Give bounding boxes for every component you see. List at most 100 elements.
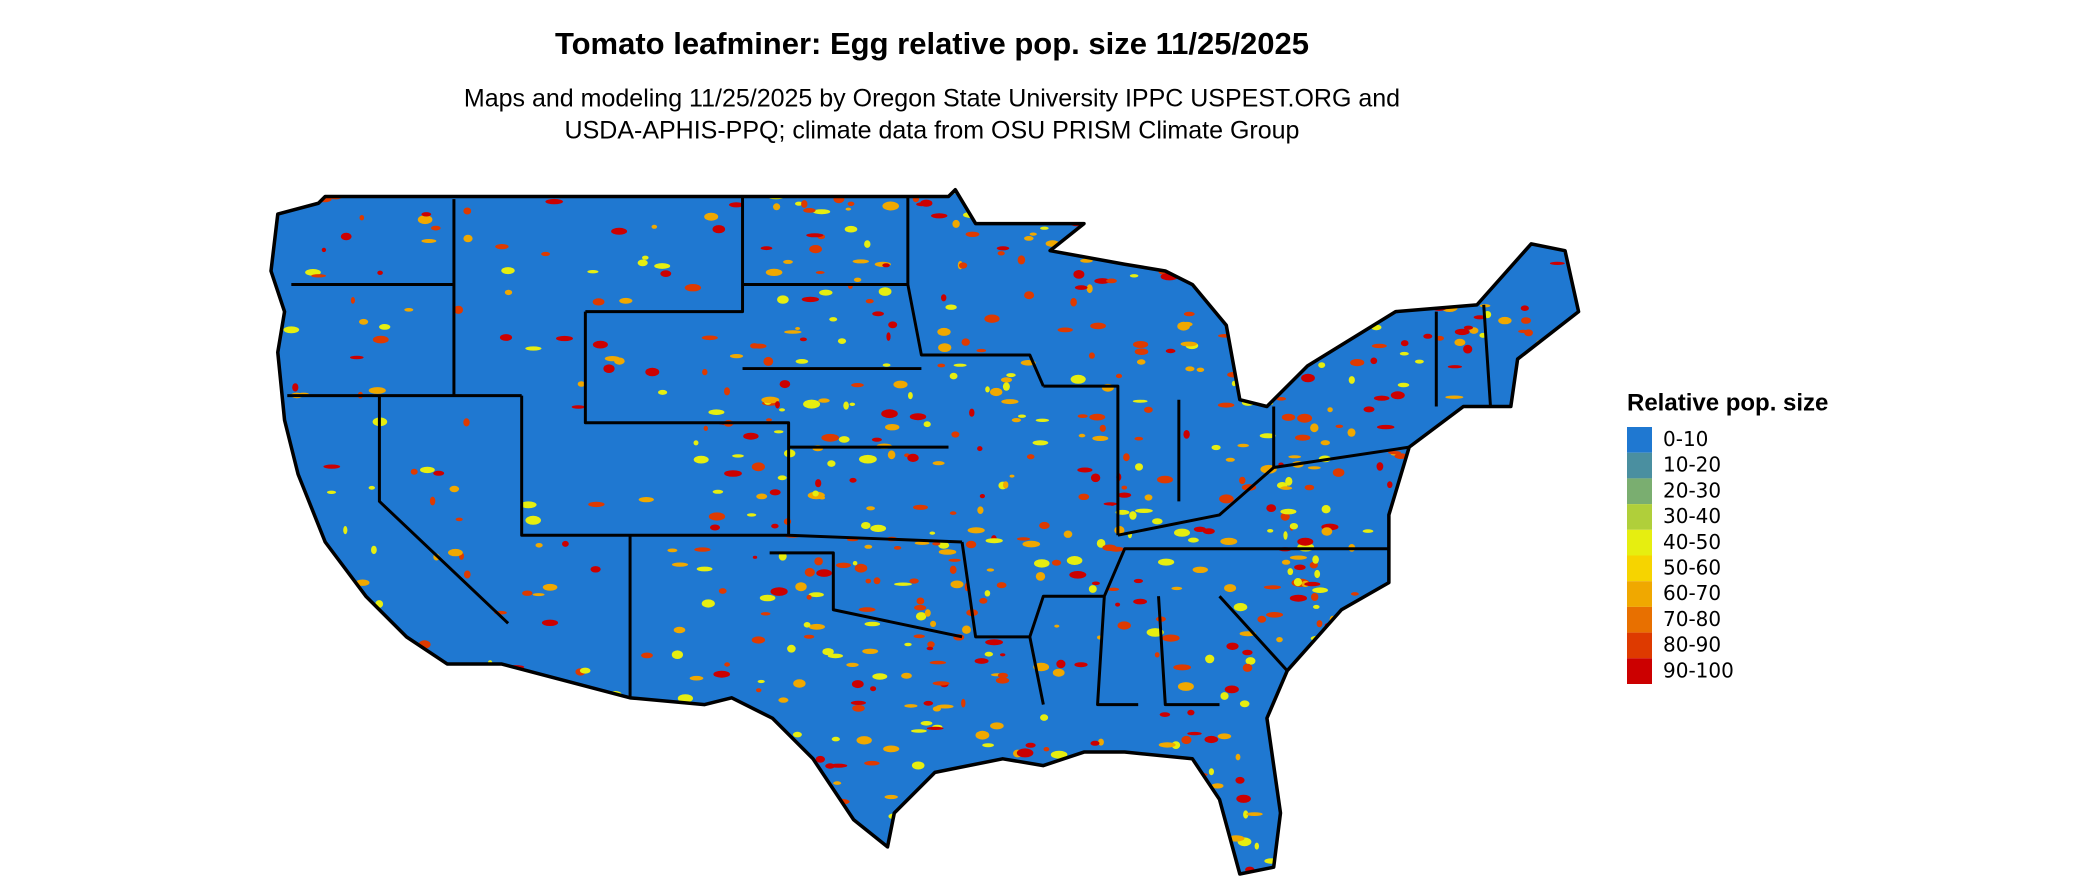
hotspot <box>1313 604 1320 609</box>
hotspot <box>1577 600 1579 605</box>
hotspot <box>861 522 871 529</box>
hotspot <box>323 464 341 469</box>
hotspot <box>1156 769 1172 774</box>
hotspot <box>1168 883 1174 887</box>
hotspot <box>1070 297 1077 307</box>
hotspot <box>361 762 378 769</box>
hotspot <box>537 824 555 830</box>
hotspot <box>613 758 619 764</box>
hotspot <box>1280 508 1297 515</box>
hotspot <box>864 621 881 627</box>
hotspot <box>1545 573 1553 577</box>
hotspot <box>743 432 759 440</box>
hotspot <box>1402 737 1411 746</box>
hotspot <box>1207 295 1224 301</box>
hotspot <box>1123 453 1130 462</box>
hotspot <box>837 338 847 344</box>
hotspot <box>1393 850 1410 856</box>
hotspot <box>1180 341 1198 347</box>
hotspot <box>893 380 908 389</box>
hotspot <box>1407 559 1417 565</box>
hotspot <box>1453 831 1462 838</box>
hotspot <box>847 201 855 206</box>
hotspot <box>1109 502 1115 506</box>
hotspot <box>1370 357 1378 365</box>
hotspot <box>908 392 913 400</box>
hotspot <box>1376 462 1384 471</box>
hotspot <box>965 540 977 549</box>
hotspot <box>962 625 971 634</box>
hotspot <box>859 454 877 464</box>
hotspot <box>1276 637 1283 643</box>
hotspot <box>1257 245 1270 251</box>
hotspot <box>790 818 806 824</box>
hotspot <box>951 431 960 438</box>
hotspot <box>1486 664 1498 668</box>
hotspot <box>1473 599 1485 609</box>
hotspot <box>1553 513 1562 521</box>
hotspot <box>410 468 418 475</box>
hotspot <box>870 686 877 692</box>
hotspot <box>949 511 957 515</box>
hotspot <box>1045 842 1051 849</box>
hotspot <box>778 697 789 703</box>
hotspot <box>1398 677 1406 686</box>
hotspot <box>350 355 364 360</box>
hotspot <box>1576 486 1579 491</box>
hotspot <box>1211 783 1224 789</box>
hotspot <box>1300 190 1307 199</box>
hotspot <box>920 824 934 834</box>
hotspot <box>1166 878 1181 886</box>
hotspot <box>1533 588 1547 596</box>
hotspot <box>1151 224 1165 228</box>
hotspot <box>1178 779 1196 785</box>
hotspot <box>1496 617 1505 621</box>
hotspot <box>1495 593 1503 599</box>
hotspot <box>990 722 1004 730</box>
hotspot <box>1188 200 1197 205</box>
hotspot <box>1349 645 1359 651</box>
hotspot <box>870 524 887 533</box>
hotspot <box>953 363 967 367</box>
legend-label: 30-40 <box>1663 504 1721 528</box>
hotspot <box>763 356 774 366</box>
hotspot <box>836 562 851 568</box>
hotspot <box>914 541 930 545</box>
hotspot <box>769 489 781 496</box>
hotspot <box>1312 587 1328 593</box>
hotspot <box>1347 428 1356 437</box>
hotspot <box>614 357 625 365</box>
hotspot <box>321 247 327 253</box>
hotspot <box>1520 484 1536 493</box>
hotspot <box>1208 846 1215 852</box>
hotspot <box>931 213 948 219</box>
hotspot <box>746 513 757 517</box>
hotspot <box>1078 493 1090 500</box>
hotspot <box>1544 604 1551 608</box>
hotspot <box>952 219 960 228</box>
hotspot <box>1239 700 1250 708</box>
hotspot <box>579 667 591 674</box>
hotspot <box>1319 714 1336 718</box>
hotspot <box>1419 540 1436 549</box>
hotspot <box>294 499 309 507</box>
hotspot <box>449 485 460 493</box>
hotspot <box>1106 278 1117 284</box>
hotspot <box>1020 841 1025 850</box>
hotspot <box>1313 659 1328 663</box>
hotspot <box>1463 325 1473 330</box>
hotspot <box>645 367 660 377</box>
hotspot <box>904 642 912 647</box>
hotspot <box>808 592 824 598</box>
hotspot <box>882 201 899 211</box>
hotspot <box>280 774 296 781</box>
hotspot <box>379 324 391 330</box>
hotspot <box>1338 219 1349 225</box>
hotspot <box>1521 317 1531 324</box>
hotspot <box>1365 595 1380 605</box>
hotspot <box>1114 800 1133 809</box>
hotspot <box>1173 664 1192 671</box>
hotspot <box>580 815 598 822</box>
legend-label: 70-80 <box>1663 607 1721 631</box>
hotspot <box>803 622 811 628</box>
